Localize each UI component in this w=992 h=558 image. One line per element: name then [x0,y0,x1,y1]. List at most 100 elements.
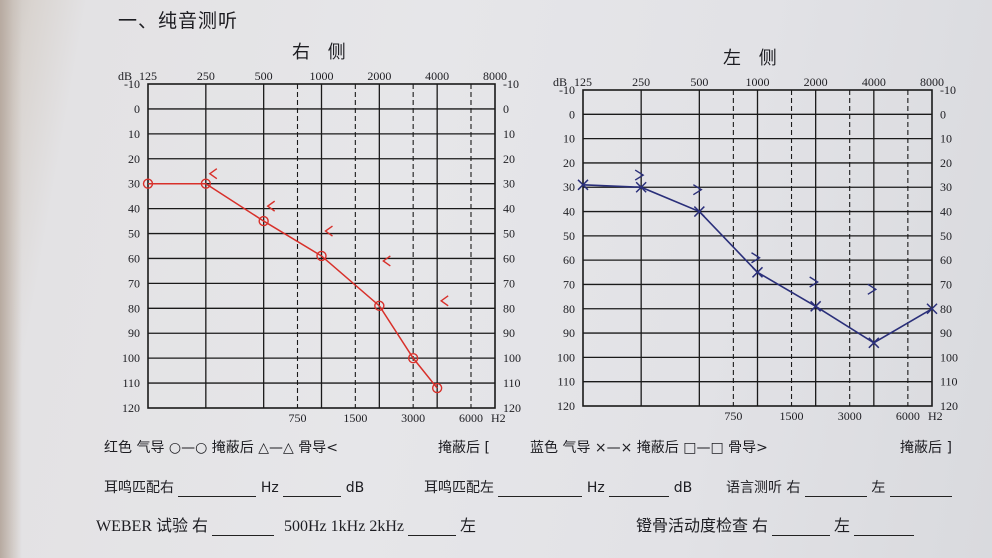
freq-tick-top: 4000 [425,69,449,83]
section-title: 一、纯音测听 [118,10,239,32]
db-tick-left: 70 [563,277,575,291]
db-tick-right: 110 [503,376,521,390]
db-tick-right: 80 [503,301,515,315]
db-tick-right: -10 [940,83,956,97]
paper-edge-shadow [0,0,22,558]
db-tick-right: 70 [940,277,952,291]
db-label: dB [553,75,567,89]
db-tick-left: 60 [128,251,140,265]
weber-row: WEBER 试验 右 500Hz 1kHz 2kHz 左 [96,512,476,536]
weber-freq-field[interactable] [407,521,456,536]
db-tick-right: 80 [940,302,952,316]
freq-tick-bottom: 3000 [401,411,425,425]
left-air-x-point [635,181,647,193]
freq-tick-top: 500 [255,69,273,83]
freq-tick-bottom: 1500 [343,411,367,425]
hz-label: H2 [491,411,506,425]
tinnitus-right-db-unit: dB [345,480,365,496]
tinnitus-left-db-unit: dB [673,480,693,496]
db-tick-right: 100 [503,351,521,365]
stapedius-left-field[interactable] [854,521,915,536]
freq-tick-top: 8000 [483,69,507,83]
db-tick-right: 30 [940,180,952,194]
left-air-x-point [751,266,764,278]
db-tick-left: 60 [563,253,575,267]
right-air-circle-point [316,250,327,262]
freq-tick-top: 500 [690,75,708,89]
weber-left-label: 左 [459,518,476,535]
freq-tick-top: 250 [197,69,215,83]
right-bone-marker [266,200,276,212]
right-air-circle-point [407,352,419,364]
db-tick-left: 70 [128,276,140,290]
freq-tick-bottom: 6000 [459,411,483,425]
speech-row: 语言测听 右 左 [726,477,952,497]
db-tick-left: 40 [128,202,140,216]
tinnitus-left-hz-unit: Hz [586,480,605,496]
db-tick-right: 0 [940,107,946,121]
right-air-line [148,182,438,389]
tinnitus-left-hz-field[interactable] [498,482,583,497]
tinnitus-left-db-field[interactable] [609,482,670,497]
left-air-x-point [810,300,822,312]
tinnitus-right-db-field[interactable] [283,482,342,497]
speech-left-field[interactable] [889,482,952,497]
db-tick-left: 0 [134,102,140,116]
db-tick-left: 110 [122,376,140,390]
db-tick-left: -10 [559,83,575,97]
right-air-circle-point [258,215,269,227]
db-tick-left: 0 [569,107,575,121]
tinnitus-right-hz-unit: Hz [260,480,279,496]
db-tick-right: 100 [940,350,958,364]
left-air-x-point [868,337,880,349]
db-tick-right: 20 [940,156,952,170]
db-tick-right: 60 [503,251,515,265]
legend-red-masked: 掩蔽后 [ [438,440,490,456]
db-tick-left: 80 [563,302,575,316]
right-ear-title: 右 侧 [292,42,352,63]
stapedius-row: 镫骨活动度检查 右 左 [636,512,915,536]
freq-tick-top: 2000 [804,75,828,89]
freq-tick-bottom: 3000 [838,409,862,423]
db-tick-right: 90 [940,326,952,340]
db-tick-left: 90 [128,326,140,340]
left-air-x-point [577,179,589,191]
db-tick-right: 120 [940,399,958,413]
db-tick-right: 10 [940,132,952,146]
db-tick-right: 110 [940,375,958,389]
freq-tick-top: 125 [139,69,157,83]
tinnitus-row: 耳鸣匹配右 Hz dB [104,477,364,497]
weber-freqs: 500Hz 1kHz 2kHz [284,518,404,535]
db-tick-left: 20 [563,156,575,170]
db-tick-right: 70 [503,276,515,290]
freq-tick-bottom: 750 [288,411,306,425]
db-tick-left: 80 [128,301,140,315]
db-tick-right: 0 [503,102,509,116]
db-tick-right: 40 [940,205,952,219]
db-tick-left: 120 [122,401,140,415]
freq-tick-top: 4000 [862,75,886,89]
speech-right-field[interactable] [804,482,867,497]
stapedius-right-field[interactable] [772,521,831,536]
right-air-circle-point [374,300,385,312]
db-tick-right: -10 [503,77,519,91]
left-air-x-point [926,303,938,315]
db-tick-left: 30 [128,177,140,191]
tinnitus-right-hz-field[interactable] [178,482,257,497]
stapedius-label: 镫骨活动度检查 右 [636,518,769,535]
left-air-x-point [693,206,705,218]
db-tick-left: 50 [563,229,575,243]
db-tick-left: 30 [563,180,575,194]
audiogram-grid [147,83,496,409]
db-tick-right: 10 [503,127,515,141]
freq-tick-bottom: 1500 [780,409,804,423]
right-air-circle-point [200,178,212,189]
tinnitus-left-label: 耳鸣匹配左 [424,480,494,496]
left-bone-marker [692,184,703,196]
db-tick-right: 50 [940,229,952,243]
left-bone-marker [751,252,761,264]
left-bone-marker [809,276,819,288]
legend-blue-masked: 掩蔽后 ] [900,440,952,456]
weber-right-field[interactable] [212,521,274,536]
